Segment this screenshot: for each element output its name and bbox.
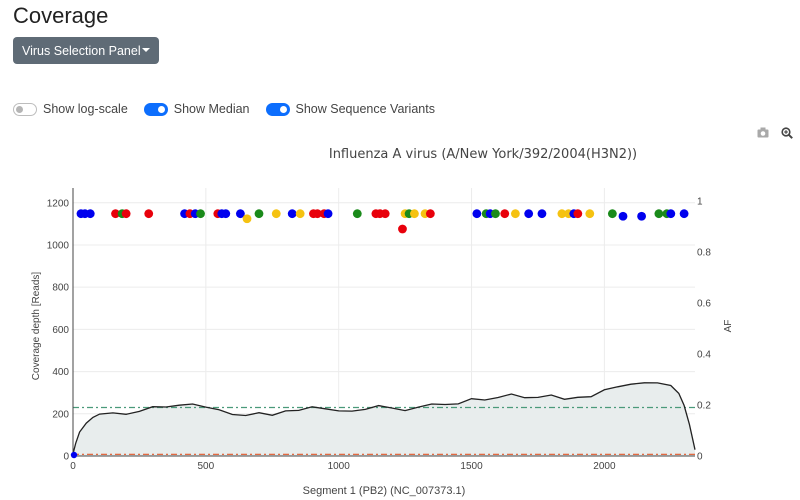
axes: 0 200 400 600 800 1000 1200 0 500 1000 1500 2000 0 0.… [47, 188, 711, 472]
x-tick-label: 0 [70, 461, 76, 472]
variant-point[interactable] [352, 209, 362, 219]
x-tick-label: 1000 [328, 461, 351, 472]
median-switch[interactable] [143, 102, 168, 116]
switch-knob [279, 105, 287, 113]
coverage-area [73, 382, 695, 456]
variant-point[interactable] [221, 209, 231, 219]
variant-point[interactable] [398, 224, 407, 234]
variant-point[interactable] [287, 209, 297, 219]
variants-toggle[interactable]: Show Sequence Variants [265, 102, 435, 116]
variant-point[interactable] [271, 209, 281, 219]
y-tick-label: 800 [52, 283, 69, 294]
variant-point[interactable] [313, 209, 322, 219]
variant-point[interactable] [111, 209, 120, 219]
variant-point[interactable] [235, 209, 245, 219]
variant-point[interactable] [573, 209, 583, 219]
caret-down-icon [142, 48, 150, 52]
variant-point[interactable] [654, 209, 664, 219]
y2-axis-label: AF [723, 320, 734, 333]
page-title: Coverage [13, 3, 109, 28]
y-tick-label: 600 [52, 325, 69, 336]
variant-point[interactable] [585, 209, 595, 219]
variant-point[interactable] [380, 209, 390, 219]
variant-point[interactable] [491, 209, 500, 219]
variants-label: Show Sequence Variants [295, 102, 435, 116]
variant-point[interactable] [557, 209, 567, 219]
variant-point[interactable] [295, 209, 305, 219]
y-tick-label: 1200 [47, 198, 70, 209]
switch-knob [157, 105, 165, 113]
variant-point[interactable] [323, 209, 333, 219]
log-scale-toggle[interactable]: Show log-scale [13, 102, 128, 116]
log-scale-switch[interactable] [13, 102, 37, 116]
variant-point[interactable] [537, 209, 547, 219]
virus-selection-dropdown[interactable]: Virus Selection Panel [13, 37, 159, 64]
variant-point[interactable] [637, 211, 646, 221]
x-axis-label: Segment 1 (PB2) (NC_007373.1) [303, 485, 466, 497]
y-axis-label: Coverage depth [Reads] [31, 272, 42, 381]
y2-tick-label: 1 [697, 196, 703, 207]
log-scale-label: Show log-scale [43, 102, 128, 116]
switch-knob [16, 105, 23, 113]
x-tick-label: 1500 [460, 461, 483, 472]
variant-point[interactable] [679, 209, 689, 219]
variant-point[interactable] [666, 209, 676, 219]
variant-point[interactable] [472, 209, 482, 219]
y2-tick-label: 0 [697, 452, 703, 463]
x-tick-label: 500 [198, 461, 215, 472]
zoom-icon[interactable] [781, 127, 793, 142]
variant-point[interactable] [254, 209, 264, 219]
variant-point[interactable] [607, 209, 617, 219]
variant-point[interactable] [425, 209, 435, 219]
variants-switch[interactable] [265, 102, 290, 116]
variant-point[interactable] [500, 209, 510, 219]
y2-tick-label: 0.6 [697, 298, 711, 309]
dropdown-label: Virus Selection Panel [22, 43, 141, 58]
variant-point[interactable] [510, 209, 520, 219]
y-tick-label: 400 [52, 367, 69, 378]
variant-points[interactable] [70, 209, 689, 459]
toggle-row: Show log-scale Show Median Show Sequence… [13, 100, 451, 118]
variant-point[interactable] [121, 209, 131, 219]
y-tick-label: 1000 [47, 240, 70, 251]
variant-point[interactable] [524, 209, 534, 219]
median-toggle[interactable]: Show Median [143, 102, 250, 116]
camera-icon[interactable] [757, 127, 769, 141]
variant-point[interactable] [196, 209, 205, 219]
coverage-line [72, 382, 696, 455]
y-tick-label: 200 [52, 409, 69, 420]
variant-point[interactable] [618, 211, 628, 221]
reference-lines [73, 406, 695, 455]
y2-tick-label: 0.4 [697, 349, 711, 360]
x-tick-label: 2000 [593, 461, 616, 472]
y2-tick-label: 0.2 [697, 400, 711, 411]
chart-title: Influenza A virus (A/New York/392/2004(H… [329, 147, 637, 162]
y-tick-label: 0 [63, 452, 69, 463]
median-label: Show Median [173, 102, 250, 116]
variant-point[interactable] [410, 209, 419, 219]
variant-point-origin[interactable] [70, 451, 78, 459]
variant-point[interactable] [85, 209, 95, 219]
y2-tick-label: 0.8 [697, 247, 711, 258]
variant-point[interactable] [144, 209, 154, 219]
variant-point[interactable] [242, 214, 252, 224]
